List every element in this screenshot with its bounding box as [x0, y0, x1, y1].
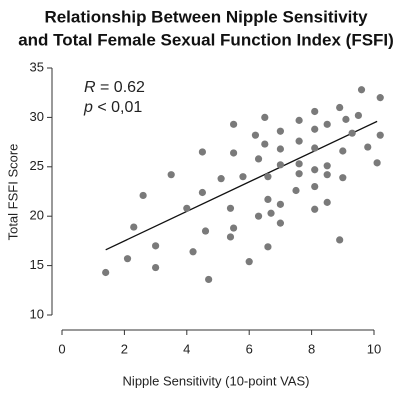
point	[276, 200, 284, 208]
point	[152, 242, 160, 250]
chart-title: Relationship Between Nipple Sensitivity	[44, 7, 368, 26]
y-axis-label: Total FSFI Score	[5, 144, 20, 241]
point	[230, 120, 238, 128]
point	[373, 159, 381, 167]
x-tick-label: 8	[308, 341, 315, 356]
point	[336, 236, 344, 244]
point	[130, 223, 138, 231]
point	[217, 175, 225, 183]
point	[311, 166, 319, 174]
point	[102, 268, 110, 277]
point	[311, 107, 319, 116]
point	[311, 182, 319, 191]
point	[226, 233, 235, 241]
point	[376, 131, 384, 139]
point	[336, 103, 344, 112]
annotation: p < 0,01	[83, 99, 142, 116]
point	[323, 171, 331, 179]
point	[139, 191, 147, 200]
point	[198, 188, 206, 197]
point	[230, 149, 238, 157]
point	[152, 263, 160, 272]
point	[364, 143, 372, 151]
point	[264, 195, 272, 204]
y-tick-label: 25	[30, 158, 44, 173]
point	[251, 131, 260, 139]
point	[264, 243, 272, 251]
point	[311, 205, 319, 213]
point	[198, 148, 206, 156]
point	[311, 144, 319, 152]
x-tick-label: 0	[58, 341, 65, 356]
x-tick-label: 6	[246, 341, 253, 356]
point	[342, 115, 350, 123]
chart-title: and Total Female Sexual Function Index (…	[18, 30, 394, 49]
point	[357, 86, 366, 94]
y-tick-label: 15	[30, 257, 44, 272]
point	[295, 116, 303, 124]
point	[295, 170, 303, 178]
y-tick-label: 20	[30, 208, 44, 223]
point	[239, 173, 247, 181]
point	[354, 111, 362, 120]
annotation: R = 0.62	[84, 79, 145, 96]
x-tick-label: 2	[121, 341, 128, 356]
point	[276, 145, 284, 153]
point	[245, 258, 253, 266]
annotation-text: = 0.62	[96, 79, 145, 96]
point	[264, 173, 272, 181]
annotation-symbol: R	[84, 79, 96, 96]
point	[323, 198, 331, 206]
point	[295, 137, 303, 145]
point	[348, 129, 356, 137]
point	[323, 162, 331, 170]
y-tick-label: 10	[30, 306, 44, 321]
annotation-symbol: p	[83, 99, 93, 116]
x-tick-label: 10	[367, 341, 381, 356]
annotation-text: < 0,01	[93, 99, 142, 116]
point	[311, 125, 319, 133]
y-tick-label: 35	[30, 59, 44, 74]
point	[295, 160, 303, 168]
point	[339, 147, 347, 155]
point	[201, 227, 210, 235]
point	[205, 275, 213, 284]
x-axis-label: Nipple Sensitivity (10-point VAS)	[123, 373, 310, 388]
point	[261, 140, 269, 148]
point	[276, 127, 284, 135]
point	[254, 212, 263, 220]
y-tick-label: 30	[30, 109, 44, 124]
point	[292, 186, 300, 195]
point	[276, 161, 284, 169]
point	[339, 174, 347, 182]
point	[183, 204, 191, 212]
point	[323, 120, 331, 128]
point	[276, 219, 284, 227]
point	[167, 171, 175, 179]
point	[261, 113, 269, 121]
point	[226, 204, 235, 212]
point	[267, 209, 275, 217]
point	[376, 94, 384, 102]
point	[230, 224, 238, 232]
point	[254, 155, 263, 163]
point	[189, 248, 197, 256]
x-tick-label: 4	[183, 341, 190, 356]
point	[123, 255, 132, 263]
trend-line	[105, 120, 378, 251]
